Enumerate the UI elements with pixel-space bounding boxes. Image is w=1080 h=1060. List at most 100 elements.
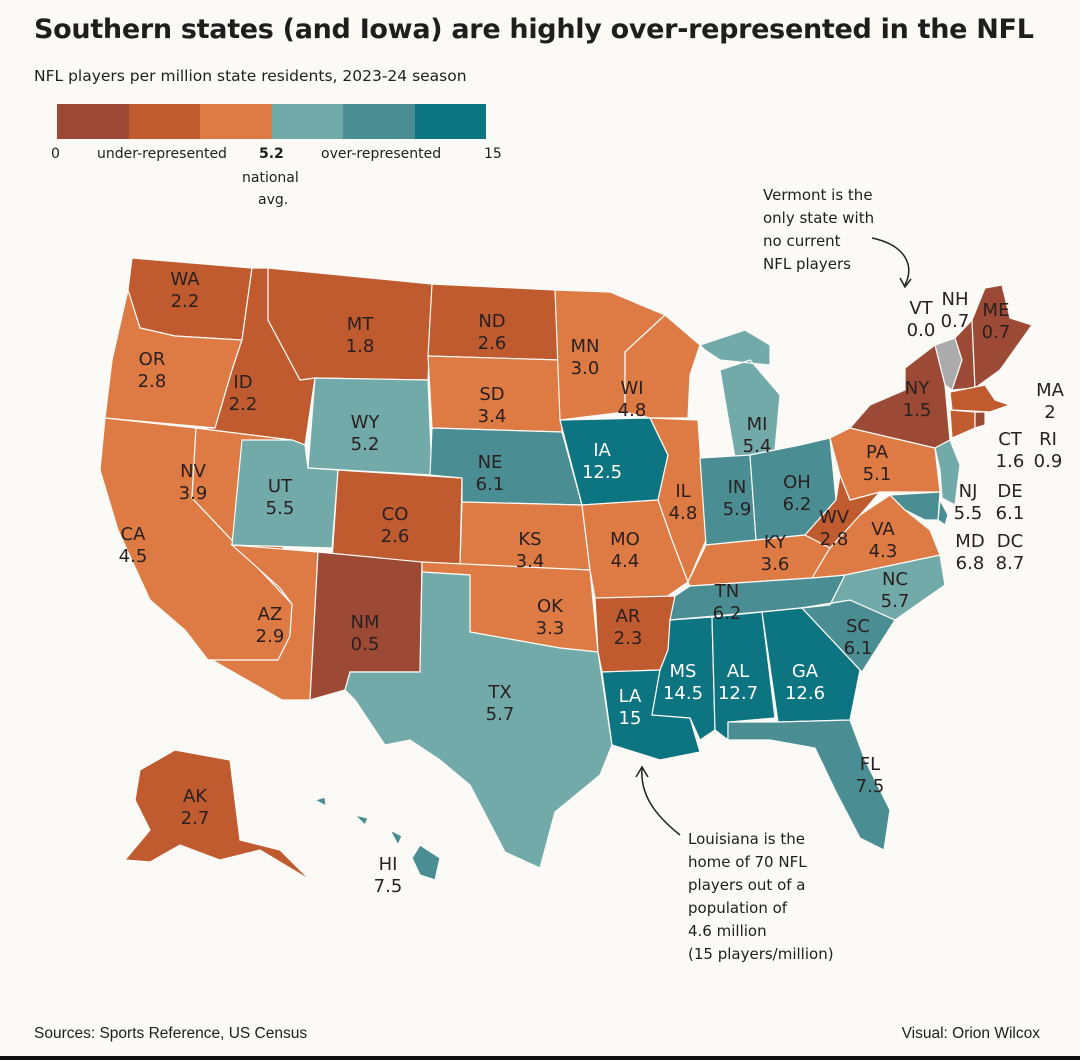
state-shape-ct [949,409,976,439]
state-value-ms: 14.5 [663,683,703,704]
state-label-ma: MA [1036,380,1065,401]
state-label-ca: CA [121,524,147,545]
state-label-il: IL [675,481,690,502]
state-value-il: 4.8 [669,503,698,524]
legend-bin-4 [271,104,343,139]
state-value-wa: 2.2 [171,291,200,312]
state-label-nm: NM [351,612,380,633]
state-label-ct: CT [998,429,1023,450]
state-shape-tx [344,571,613,869]
state-value-nc: 5.7 [881,591,910,612]
state-label-ms: MS [670,661,697,682]
state-value-hi: 7.5 [374,876,403,897]
state-label-tx: TX [487,682,511,703]
state-value-ia: 12.5 [582,462,622,483]
state-value-ut: 5.5 [266,498,295,519]
state-label-nd: ND [478,311,505,332]
state-shape-ak [123,749,311,881]
state-value-co: 2.6 [381,526,410,547]
state-value-nv: 3.9 [179,483,208,504]
state-value-mo: 4.4 [611,551,640,572]
state-shape-ut [231,439,339,549]
sources-credit: Sources: Sports Reference, US Census [34,1025,308,1042]
state-value-tn: 6.2 [713,603,742,624]
state-value-wi: 4.8 [618,400,647,421]
state-label-dc: DC [997,531,1023,552]
state-label-ak: AK [183,786,208,807]
state-value-ar: 2.3 [614,628,643,649]
state-label-co: CO [382,504,409,525]
state-value-sc: 6.1 [844,638,873,659]
state-label-or: OR [139,349,166,370]
legend-bin-1 [57,104,129,139]
legend-over-label: over-represented [321,146,442,162]
state-value-de: 6.1 [996,503,1025,524]
state-value-tx: 5.7 [486,704,515,725]
state-label-mt: MT [347,314,375,335]
state-value-me: 0.7 [982,322,1011,343]
vermont-annotation: Vermont is the only state with no curren… [763,186,875,273]
state-value-al: 12.7 [718,683,758,704]
state-label-mo: MO [610,529,640,550]
state-label-in: IN [728,477,747,498]
state-value-wy: 5.2 [351,434,380,455]
state-value-dc: 8.7 [996,553,1025,574]
legend-bin-2 [128,104,200,139]
state-label-al: AL [727,661,749,682]
state-label-wi: WI [620,378,643,399]
state-value-va: 4.3 [869,541,898,562]
state-shape-wi [624,314,701,419]
state-value-in: 5.9 [723,499,752,520]
state-value-md: 6.8 [956,553,985,574]
state-label-tn: TN [714,581,739,602]
legend-mid-label: 5.2 [259,146,284,162]
state-label-sd: SD [479,384,504,405]
state-label-ky: KY [764,532,787,553]
state-label-ne: NE [478,452,503,473]
state-value-ca: 4.5 [119,546,148,567]
state-value-vt: 0.0 [907,320,936,341]
state-label-va: VA [871,519,895,540]
state-label-sc: SC [846,616,870,637]
state-label-ut: UT [268,476,293,497]
state-value-or: 2.8 [138,371,167,392]
state-label-ia: IA [593,440,611,461]
state-value-fl: 7.5 [856,776,885,797]
legend-bin-6 [414,104,486,139]
state-shape-nj [934,439,961,506]
state-value-ks: 3.4 [516,551,545,572]
state-shape-il [649,417,707,584]
legend-bin-5 [343,104,415,139]
state-label-de: DE [997,481,1022,502]
page-title: Southern states (and Iowa) are highly ov… [34,14,1034,45]
state-value-mt: 1.8 [346,336,375,357]
state-label-fl: FL [860,754,880,775]
state-value-sd: 3.4 [478,406,507,427]
state-value-ct: 1.6 [996,451,1025,472]
louisiana-arrow-head [635,765,649,778]
state-value-la: 15 [619,708,642,729]
state-label-vt: VT [909,298,933,319]
state-value-ok: 3.3 [536,618,565,639]
state-value-oh: 6.2 [783,494,812,515]
state-value-az: 2.9 [256,626,285,647]
legend-bin-3 [200,104,272,139]
state-value-pa: 5.1 [863,464,892,485]
louisiana-annotation-arrow [641,767,681,836]
state-label-mi: MI [747,414,768,435]
legend-max-label: 15 [484,146,502,162]
state-label-nj: NJ [959,481,978,502]
legend-mid-caption-1: national [242,170,299,186]
legend-under-label: under-represented [97,146,227,162]
state-value-nm: 0.5 [351,634,380,655]
state-label-me: ME [983,300,1010,321]
state-value-mn: 3.0 [571,358,600,379]
state-label-id: ID [233,372,252,393]
state-label-wa: WA [170,269,200,290]
state-value-nh: 0.7 [941,311,970,332]
state-shape-fl [727,719,891,851]
state-shape-me [971,284,1033,390]
state-value-nj: 5.5 [954,503,983,524]
state-label-ok: OK [537,596,564,617]
